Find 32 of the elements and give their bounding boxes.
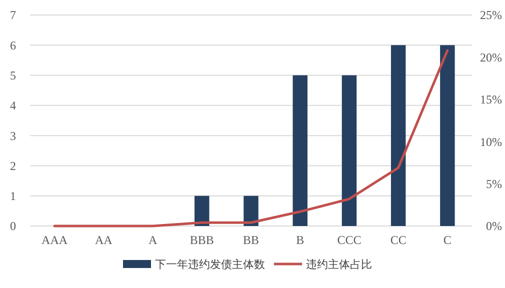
y2-tick-label: 10% (480, 134, 502, 149)
x-tick-label: B (296, 233, 304, 247)
bar (292, 75, 308, 226)
y-tick-label: 4 (10, 98, 16, 113)
y2-tick-label: 20% (480, 50, 502, 64)
x-tick-label: AA (94, 233, 113, 247)
y-tick-label: 3 (10, 128, 16, 143)
y-tick-label: 6 (10, 38, 16, 52)
line-series (53, 49, 449, 228)
x-tick-label: BB (242, 233, 260, 247)
y-tick-label: 5 (10, 68, 16, 82)
x-tick-label: AAA (42, 233, 68, 247)
y2-tick-label: 25% (480, 8, 502, 22)
bar (342, 75, 357, 226)
legend-label: 违约主体占比 (306, 258, 372, 271)
y-tick-label: 7 (10, 8, 16, 22)
x-tick-label: CCC (337, 233, 362, 247)
x-tick-label: BBB (190, 233, 214, 247)
bar (244, 196, 258, 226)
y-tick-label: 2 (10, 158, 16, 173)
y2-tick-label: 0% (486, 219, 502, 234)
x-tick-label: A (148, 233, 158, 247)
bar (194, 196, 210, 226)
y2-tick-label: 5% (486, 177, 502, 191)
y2-tick-label: 15% (480, 92, 502, 107)
y-tick-label: 0 (10, 219, 16, 234)
y-tick-label: 1 (10, 189, 16, 204)
x-tick-label: CC (390, 233, 406, 247)
legend-label: 下一年违约发债主体数 (155, 258, 265, 271)
bar (440, 45, 455, 226)
bar (390, 45, 406, 226)
x-tick-label: C (443, 233, 452, 247)
